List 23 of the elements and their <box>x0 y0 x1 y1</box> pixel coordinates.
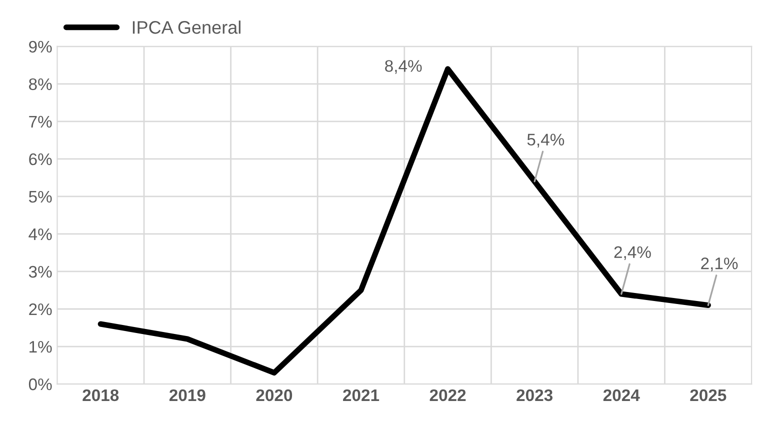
y-tick-label: 5% <box>28 190 52 203</box>
data-label: 2,4% <box>614 246 651 260</box>
y-tick-label: 3% <box>28 266 52 278</box>
y-tick-label: 9% <box>29 40 52 53</box>
x-tick-label: 2020 <box>256 389 292 402</box>
data-label: 5,4% <box>527 134 564 148</box>
x-tick-label: 2018 <box>82 389 119 402</box>
x-tick-label: 2019 <box>169 389 206 402</box>
y-tick-label: 8% <box>29 78 52 90</box>
data-label: 2,1% <box>701 258 738 272</box>
y-tick-label: 2% <box>29 303 52 316</box>
x-tick-label: 2024 <box>603 389 640 402</box>
y-tick-label: 0% <box>28 378 52 390</box>
y-tick-label: 6% <box>29 153 52 166</box>
y-tick-label: 7% <box>29 116 52 128</box>
x-tick-label: 2025 <box>690 389 726 402</box>
x-tick-label: 2023 <box>516 389 553 402</box>
legend-label: IPCA General <box>132 20 240 34</box>
y-tick-label: 4% <box>28 228 52 240</box>
x-tick-label: 2022 <box>430 389 466 402</box>
data-label: 8,4% <box>385 60 422 74</box>
x-tick-label: 2021 <box>343 389 380 402</box>
y-tick-label: 1% <box>30 340 52 353</box>
